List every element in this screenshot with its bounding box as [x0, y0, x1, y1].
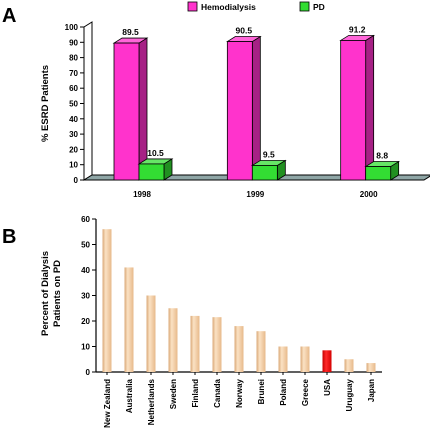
chart-a-ytick-9: 90 [69, 38, 78, 47]
chart-b-xtick-brunei: Brunei [257, 379, 266, 404]
bar-hemodialysis-1999 [225, 35, 262, 181]
data-label-hemodialysis-1999: 90.5 [236, 26, 253, 36]
chart-a-legend: Hemodialysis PD [187, 1, 325, 12]
chart-b-ytick-2: 20 [81, 317, 90, 326]
chart-a-ytick-3: 30 [69, 130, 78, 139]
bar-hemodialysis-2000 [339, 34, 376, 181]
chart-a-ytick-2: 20 [69, 145, 78, 154]
chart-b-xtick-norway: Norway [235, 378, 244, 407]
panel-b-label: B [2, 226, 16, 248]
data-label-pd-1999: 9.5 [263, 149, 275, 159]
chart-a-ytick-4: 40 [69, 115, 78, 124]
chart-b-xtick-new-zealand: New Zealand [103, 379, 112, 428]
legend-label-pd: PD [313, 2, 325, 12]
chart-b-ylabel: Percent of DialysisPatients on PD [40, 251, 63, 336]
chart-a-ytick-5: 50 [69, 100, 78, 109]
chart-b: 0 10 20 30 40 50 60 Percent of DialysisPatients… [40, 215, 382, 428]
bar-pd-2000 [364, 160, 401, 181]
chart-a-ytick-7: 70 [69, 69, 78, 78]
chart-a-ytick-1: 10 [69, 161, 78, 170]
chart-b-ytick-6: 60 [81, 215, 90, 224]
data-label-pd-2000: 8.8 [376, 151, 388, 161]
chart-b-xtick-japan: Japan [367, 379, 376, 402]
bar-new-zealand [102, 229, 112, 372]
chart-b-xtick-uruguay: Uruguay [345, 378, 354, 411]
data-label-pd-1998: 10.5 [147, 148, 164, 158]
chart-b-xtick-canada: Canada [213, 378, 222, 407]
legend-swatch-hemodialysis [187, 1, 198, 12]
data-label-hemodialysis-1998: 89.5 [122, 27, 139, 37]
bar-pd-1999 [250, 159, 287, 181]
chart-a-xtick-1999: 1999 [246, 190, 264, 199]
chart-b-xtick-sweden: Sweden [169, 379, 178, 409]
chart-a-ytick-10: 100 [65, 23, 79, 32]
chart-b-xtick-usa: USA [323, 379, 332, 396]
bar-hemodialysis-1998 [112, 37, 149, 181]
chart-b-ytick-3: 30 [81, 292, 90, 301]
bar-pd-1998 [137, 158, 174, 181]
bar-poland [278, 346, 288, 372]
chart-b-ytick-1: 10 [81, 343, 90, 352]
chart-a-ytick-0: 0 [74, 176, 79, 185]
chart-a-xtick-1998: 1998 [133, 190, 151, 199]
chart-b-xtick-australia: Australia [125, 378, 134, 413]
chart-b-ytick-5: 50 [81, 241, 90, 250]
chart-a-ytick-8: 80 [69, 54, 78, 63]
bar-usa [322, 350, 332, 372]
bar-brunei [256, 331, 266, 372]
chart-a-xtick-2000: 2000 [360, 190, 378, 199]
bar-australia [124, 267, 134, 372]
chart-a-ytick-6: 60 [69, 84, 78, 93]
chart-b-xtick-netherlands: Netherlands [147, 378, 156, 425]
legend-label-hemodialysis: Hemodialysis [201, 2, 256, 12]
chart-a: 0 10 20 30 40 50 60 70 80 90 100 % ESRD Patients Hem… [40, 1, 430, 199]
bar-sweden [168, 308, 178, 372]
chart-b-xtick-greece: Greece [301, 378, 310, 406]
chart-a-ylabel: % ESRD Patients [40, 65, 51, 142]
legend-swatch-pd [299, 1, 310, 12]
bar-uruguay [344, 359, 354, 372]
chart-b-ytick-0: 0 [86, 368, 91, 377]
data-label-hemodialysis-2000: 91.2 [349, 24, 366, 34]
bar-greece [300, 346, 310, 372]
bar-netherlands [146, 295, 156, 372]
chart-b-xtick-finland: Finland [191, 379, 200, 408]
bar-norway [234, 326, 244, 372]
panel-a-label: A [2, 5, 16, 27]
bar-japan [366, 363, 376, 372]
bar-finland [190, 315, 200, 372]
bar-canada [212, 317, 222, 372]
chart-b-ytick-4: 40 [81, 266, 90, 275]
chart-b-xtick-poland: Poland [279, 379, 288, 406]
